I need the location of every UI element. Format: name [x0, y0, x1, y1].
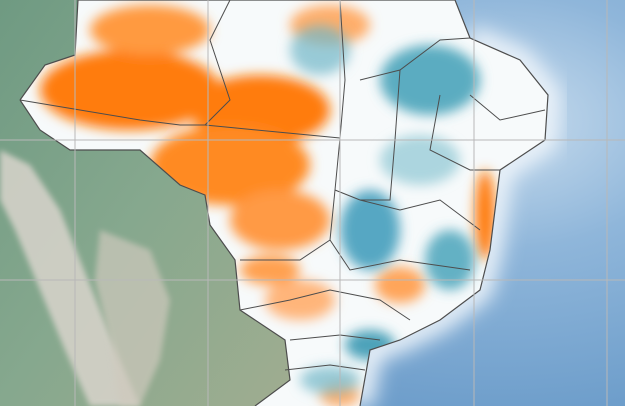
- state-border: [284, 364, 366, 371]
- warm-patch: [230, 190, 330, 250]
- cool-patch: [300, 366, 360, 394]
- state-border: [19, 99, 341, 139]
- cool-patch: [380, 135, 460, 185]
- blue-patches: [290, 25, 480, 394]
- orange-patches: [40, 5, 495, 406]
- warm-patch: [265, 280, 335, 320]
- cool-patch: [340, 190, 400, 270]
- cool-patch: [290, 25, 350, 75]
- warm-patch: [90, 5, 210, 55]
- state-border: [360, 69, 401, 201]
- state-border: [204, 0, 231, 126]
- state-border: [359, 37, 471, 81]
- cool-patch: [380, 45, 480, 115]
- warm-patch: [475, 170, 495, 260]
- warm-patch: [240, 255, 300, 285]
- warm-patch: [40, 50, 220, 130]
- andes: [0, 150, 140, 406]
- highlands: [95, 230, 170, 406]
- state-border: [239, 289, 411, 321]
- state-border: [469, 94, 546, 121]
- state-border: [240, 189, 336, 261]
- state-border: [429, 94, 500, 171]
- cool-patch: [425, 230, 475, 290]
- warm-patch: [150, 125, 310, 205]
- state-border: [359, 199, 481, 231]
- warm-patch: [375, 267, 425, 303]
